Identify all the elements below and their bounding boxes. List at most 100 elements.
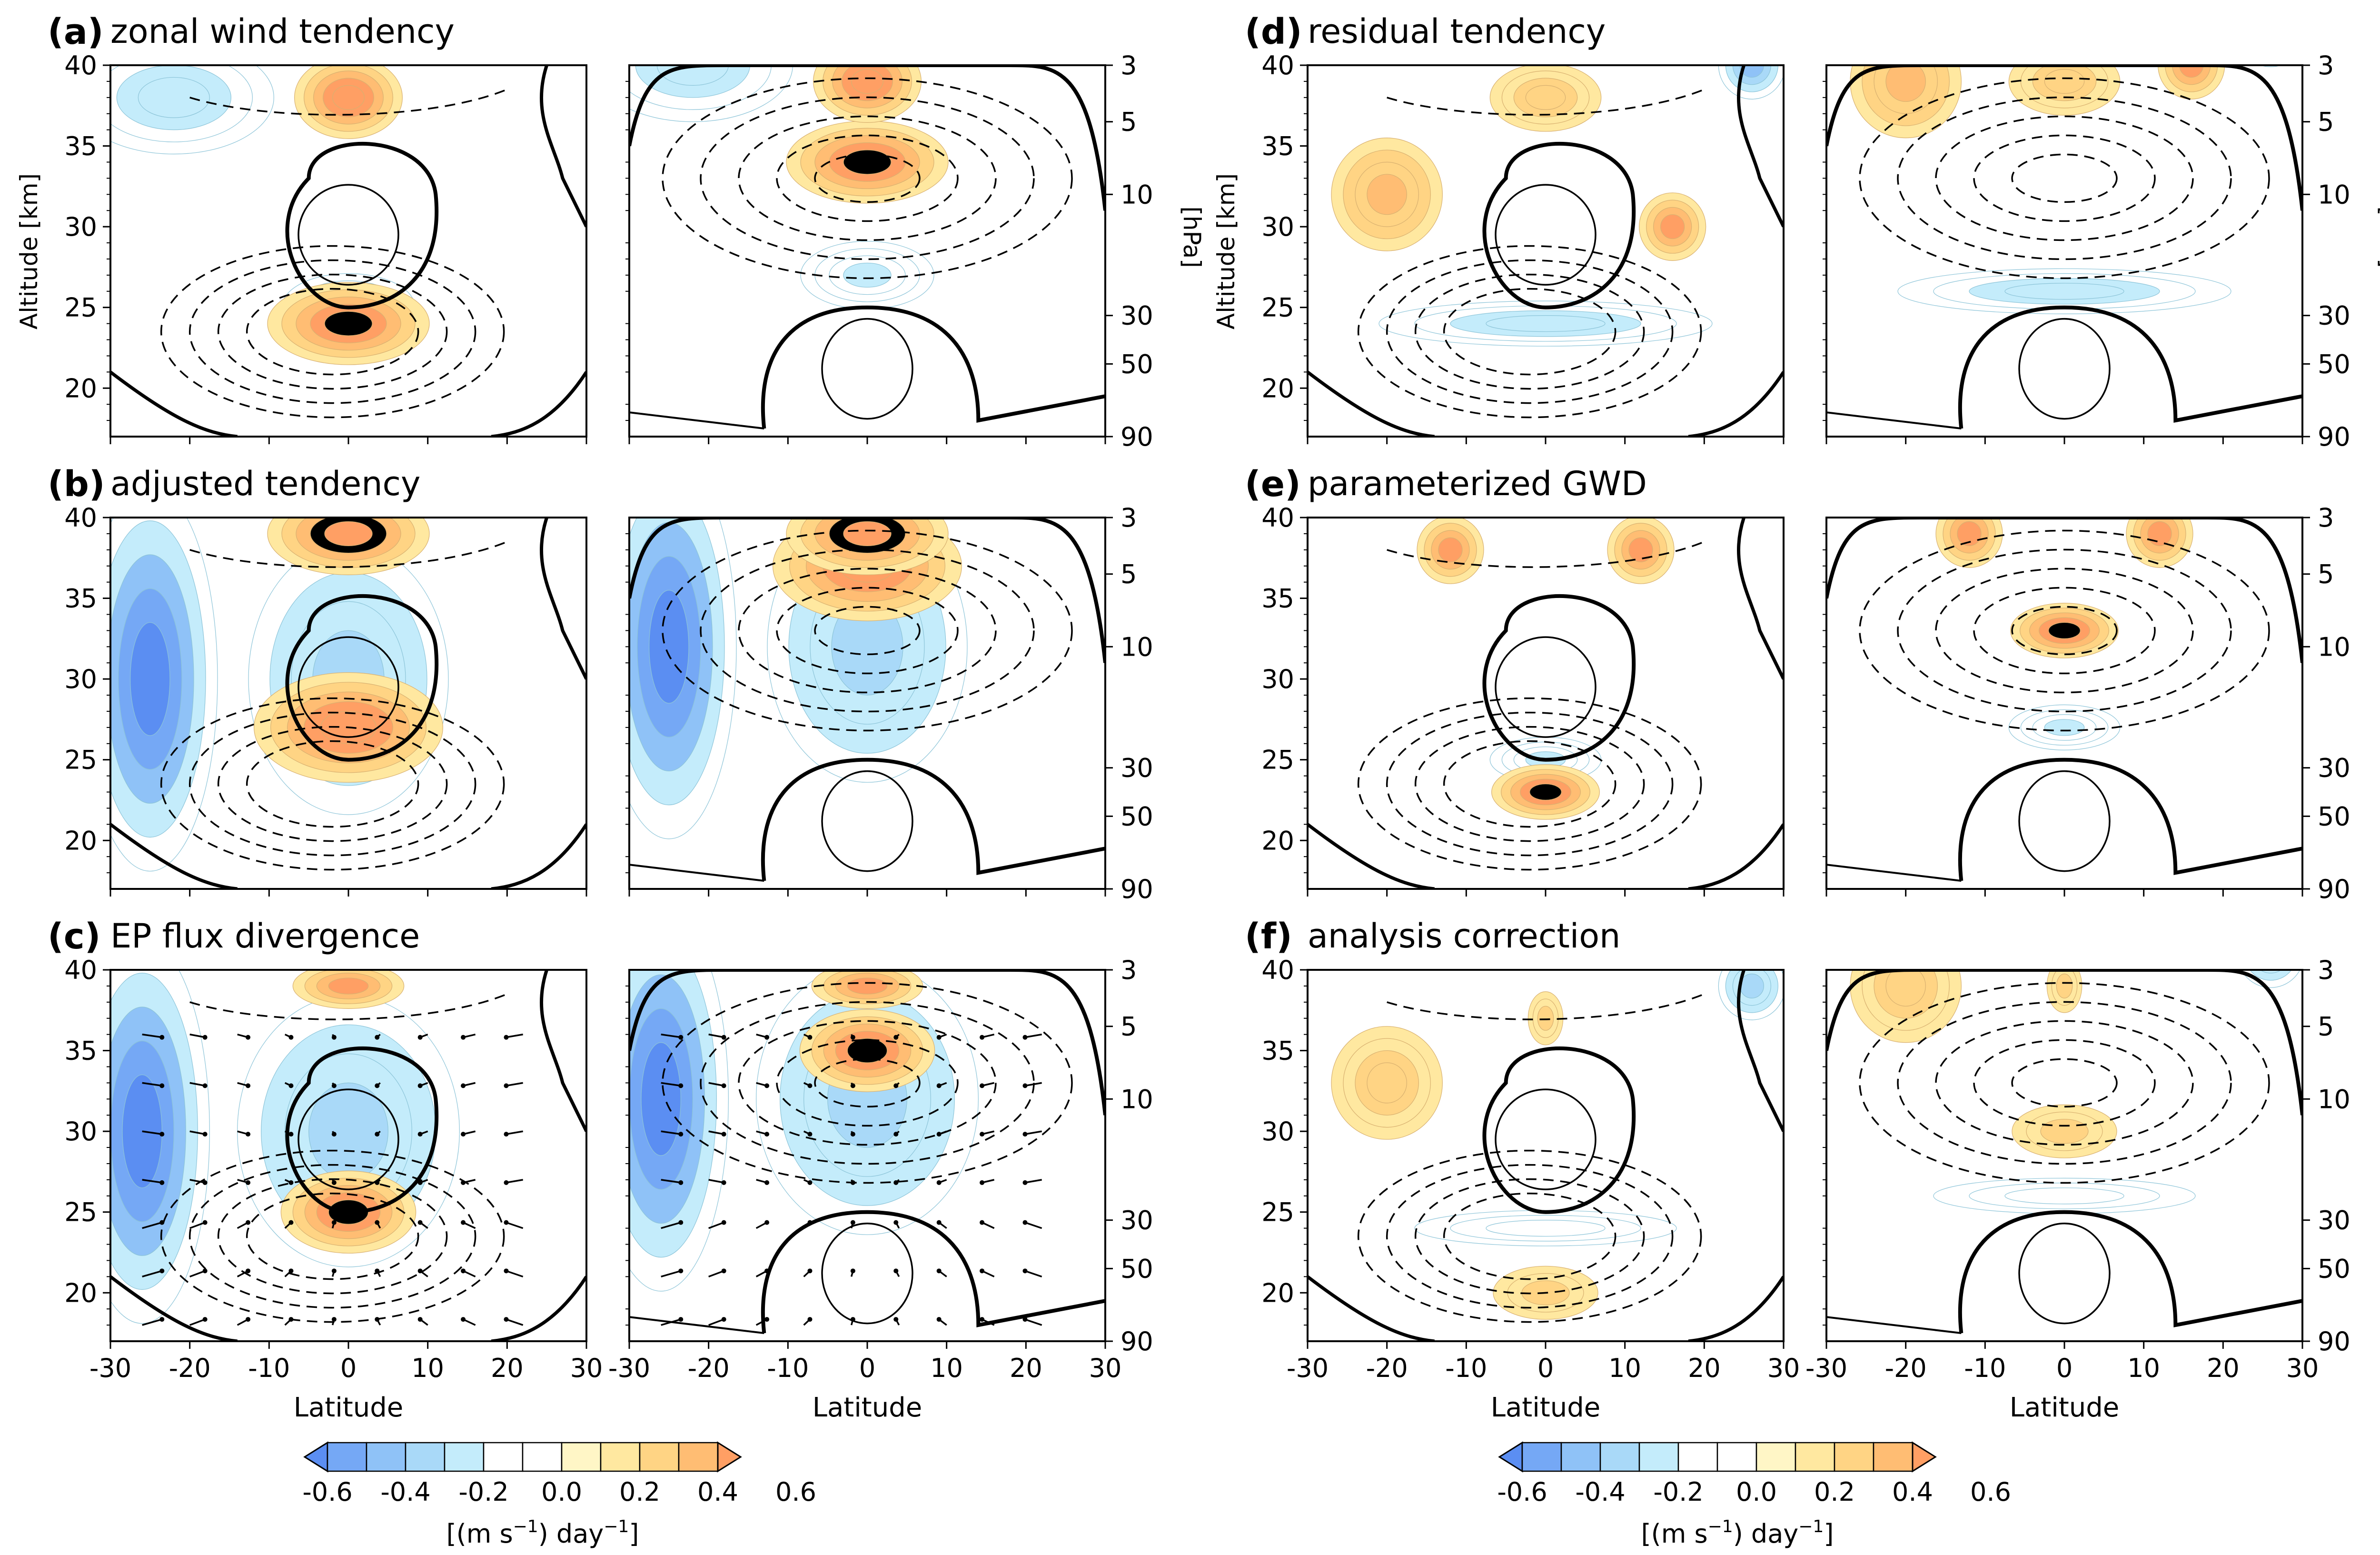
ep-flux-arrowhead bbox=[288, 1180, 294, 1185]
easterly-contour bbox=[189, 89, 507, 116]
colorbar-segment bbox=[1873, 1442, 1914, 1472]
easterly-contour bbox=[1414, 273, 1645, 390]
x-tick-label: -20 bbox=[169, 1353, 211, 1383]
ep-flux-arrowhead bbox=[936, 1268, 942, 1274]
plot-(a)-altitude: 20 25 30 35 40 bbox=[64, 50, 587, 444]
westerly-contour bbox=[629, 864, 764, 882]
ep-flux-arrowhead bbox=[678, 1220, 684, 1225]
pressure-tick-label: 5 bbox=[2318, 559, 2334, 589]
colorbar-segment bbox=[1599, 1442, 1640, 1472]
colorbar-extend-high bbox=[1912, 1441, 1937, 1473]
panel-a-title: zonal wind tendency bbox=[110, 12, 455, 51]
ep-flux-arrowhead bbox=[1022, 1180, 1028, 1185]
ep-flux-vector bbox=[506, 1221, 524, 1229]
x-tick-label: 30 bbox=[1767, 1353, 1800, 1383]
zero-wind-contour bbox=[285, 1046, 438, 1214]
zero-wind-contour bbox=[1688, 1276, 1784, 1341]
ep-flux-arrowhead bbox=[331, 1220, 337, 1225]
easterly-contour bbox=[2011, 153, 2118, 203]
pressure-tick-label: 3 bbox=[2318, 50, 2334, 80]
easterly-contour bbox=[814, 153, 921, 203]
ep-flux-arrowhead bbox=[893, 1268, 899, 1274]
colorbar-extend-high bbox=[717, 1441, 742, 1473]
zero-wind-contour bbox=[539, 518, 586, 680]
panel-b-title: adjusted tendency bbox=[110, 464, 420, 503]
ep-flux-vector bbox=[189, 1082, 205, 1087]
ep-flux-arrowhead bbox=[807, 1132, 813, 1137]
ep-flux-vector bbox=[661, 1270, 681, 1278]
ep-flux-arrowhead bbox=[202, 1083, 208, 1088]
pressure-tick-label: 30 bbox=[2318, 301, 2350, 331]
y-tick-label: 40 bbox=[64, 955, 97, 985]
colorbar-segment bbox=[1795, 1442, 1835, 1472]
westerly-contour bbox=[298, 636, 399, 738]
easterly-contour bbox=[1387, 993, 1705, 1020]
pressure-tick-label: 30 bbox=[2318, 1206, 2350, 1236]
ep-flux-arrowhead bbox=[678, 1317, 684, 1322]
zero-wind-contour bbox=[1958, 758, 2302, 881]
easterly-contour bbox=[2011, 606, 2118, 656]
plot-area bbox=[110, 518, 586, 889]
easterly-contour bbox=[1897, 1001, 2232, 1165]
colorbar-right: -0.6 -0.4 -0.2 0.0 0.2 0.4 0.6 bbox=[1497, 1441, 2011, 1507]
panel-b: (b) adjusted tendency bbox=[48, 464, 420, 505]
y-tick-label: 30 bbox=[64, 1116, 97, 1146]
plot-(f)-altitude: 20 25 30 35 40 -30 -20 -10 0 10 20 30 bbox=[1261, 955, 1800, 1383]
easterly-shading bbox=[1525, 85, 1566, 110]
ep-flux-arrowhead bbox=[807, 1035, 813, 1040]
ep-flux-arrowhead bbox=[721, 1035, 726, 1040]
plot-area bbox=[1308, 970, 1784, 1341]
ep-flux-arrowhead bbox=[721, 1132, 726, 1137]
ep-flux-arrowhead bbox=[202, 1180, 208, 1185]
ep-flux-arrowhead bbox=[246, 1132, 251, 1137]
x-tick-label: 10 bbox=[1608, 1353, 1641, 1383]
pressure-tick-label: 3 bbox=[2318, 955, 2334, 985]
westerly-contour bbox=[2018, 318, 2111, 420]
easterly-contour bbox=[700, 1001, 1035, 1165]
westerly-contour bbox=[821, 770, 913, 872]
ep-flux-arrowhead bbox=[417, 1317, 423, 1322]
easterly-shading bbox=[1885, 970, 1926, 1007]
ep-flux-arrowhead bbox=[288, 1035, 294, 1040]
easterly-contour bbox=[1935, 568, 2194, 694]
easterly-contour bbox=[1935, 1020, 2194, 1146]
ep-flux-arrowhead bbox=[980, 1035, 985, 1040]
pressure-tick-label: 90 bbox=[1121, 1326, 1153, 1356]
easterly-contour bbox=[1973, 587, 2156, 675]
ep-flux-vector bbox=[708, 1318, 724, 1326]
x-tick-label: -20 bbox=[1366, 1353, 1408, 1383]
zero-wind-contour bbox=[1736, 65, 1784, 228]
pressure-tick-label: 50 bbox=[2318, 801, 2350, 831]
ep-flux-arrowhead bbox=[936, 1132, 942, 1137]
easterly-contour bbox=[776, 1039, 959, 1127]
westerly-shading bbox=[649, 590, 689, 704]
ep-flux-vector bbox=[142, 1221, 162, 1229]
y-tick-label: 35 bbox=[64, 131, 97, 161]
easterly-contour bbox=[246, 288, 419, 376]
ep-flux-arrowhead bbox=[246, 1317, 251, 1322]
colorbar-label-left: [(m s−1) day−1] bbox=[446, 1517, 639, 1549]
ep-flux-vector bbox=[506, 1082, 523, 1087]
ep-flux-arrowhead bbox=[893, 1317, 899, 1322]
colorbar-tick-label: -0.6 bbox=[302, 1477, 352, 1507]
plot-(a)-pressure: 3 5 10 30 50 90 bbox=[625, 50, 1153, 452]
colorbar-segment bbox=[327, 1442, 367, 1472]
ep-flux-arrowhead bbox=[678, 1132, 684, 1137]
easterly-contour bbox=[188, 259, 476, 404]
ep-flux-arrowhead bbox=[678, 1180, 684, 1185]
ep-flux-vector bbox=[661, 1130, 681, 1135]
colorbar-label-exp2: −1 bbox=[604, 1517, 629, 1536]
westerly-shading bbox=[2244, 6, 2297, 60]
x-tick-label: 10 bbox=[411, 1353, 444, 1383]
easterly-contour bbox=[1443, 1192, 1616, 1280]
ep-flux-arrowhead bbox=[288, 1132, 294, 1137]
ep-flux-arrowhead bbox=[893, 1132, 899, 1137]
pressure-tick-label: 10 bbox=[2318, 1084, 2350, 1114]
x-tick-label: 0 bbox=[2056, 1353, 2073, 1383]
ep-flux-arrowhead bbox=[461, 1220, 466, 1225]
westerly-shading bbox=[2259, 21, 2282, 45]
panel-d-title: residual tendency bbox=[1308, 12, 1606, 51]
colorbar-label-mid: ) day bbox=[538, 1519, 604, 1549]
ep-flux-vector bbox=[661, 1179, 681, 1184]
ep-flux-arrowhead bbox=[980, 1317, 985, 1322]
